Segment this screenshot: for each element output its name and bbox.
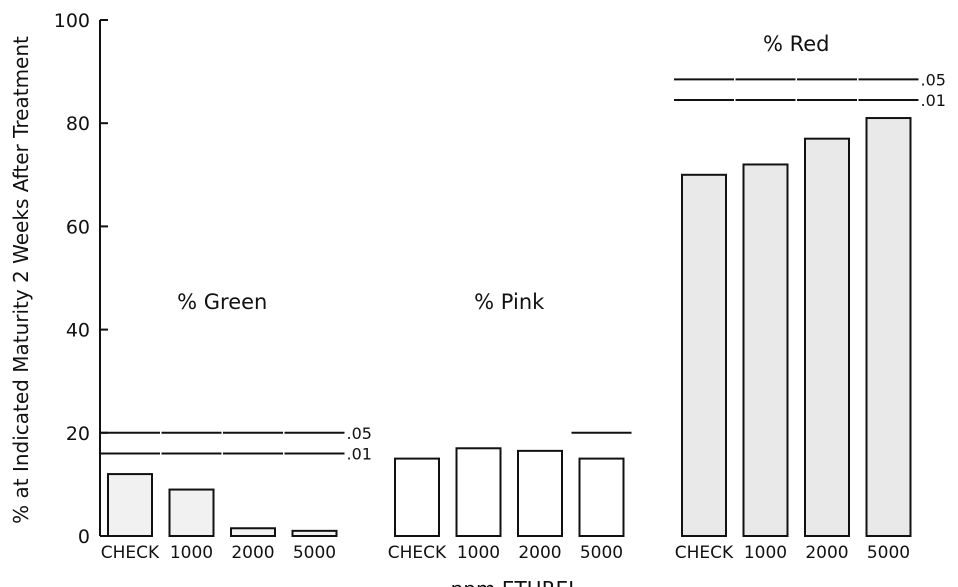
group-title: % Green xyxy=(177,290,267,314)
x-tick-label: 2000 xyxy=(518,543,561,563)
bar xyxy=(291,529,338,538)
significance-label: .01 xyxy=(921,91,946,110)
y-tick-label: 0 xyxy=(78,526,90,548)
bar xyxy=(517,449,563,537)
significance-lines: .05.01.05.01 xyxy=(100,70,946,463)
x-tick-label: CHECK xyxy=(675,543,734,563)
significance-label: .05 xyxy=(921,70,946,89)
y-tick-label: 60 xyxy=(66,216,90,238)
x-tick-label: CHECK xyxy=(101,543,160,563)
bar xyxy=(230,527,276,538)
bar xyxy=(578,457,625,538)
y-axis-label: % at Indicated Maturity 2 Weeks After Tr… xyxy=(9,36,33,524)
bar-groups: CHECK 1000 2000 5000 % Green CHECK 1000 2000 500… xyxy=(101,32,912,563)
bar-group-pink: CHECK 1000 2000 5000 % Pink xyxy=(388,290,625,563)
bar xyxy=(455,447,502,537)
y-tick-label: 40 xyxy=(66,320,90,342)
x-tick-label: 5000 xyxy=(867,543,910,563)
bar xyxy=(168,488,215,537)
bar-group-red: CHECK 1000 2000 5000 % Red xyxy=(675,32,912,563)
y-axis-ticks: 0 20 40 60 80 100 xyxy=(54,10,108,548)
significance-label: .05 xyxy=(347,424,372,443)
group-title: % Red xyxy=(763,32,830,56)
bar-group-green: CHECK 1000 2000 5000 % Green xyxy=(101,290,338,563)
group-title: % Pink xyxy=(474,290,545,314)
y-tick-label: 20 xyxy=(66,423,90,445)
bar xyxy=(681,173,727,538)
x-tick-label: 5000 xyxy=(293,543,336,563)
bar xyxy=(394,457,440,538)
x-tick-label: 5000 xyxy=(580,543,623,563)
x-tick-label: 2000 xyxy=(231,543,274,563)
x-axis-label: ppm ETHREL xyxy=(451,577,581,587)
bar xyxy=(107,473,153,537)
x-tick-label: 1000 xyxy=(170,543,213,563)
x-tick-label: CHECK xyxy=(388,543,447,563)
y-tick-label: 80 xyxy=(66,113,90,135)
significance-label: .01 xyxy=(347,444,372,463)
bar xyxy=(742,163,789,537)
y-tick-label: 100 xyxy=(54,10,90,32)
bar xyxy=(865,117,912,537)
bar xyxy=(804,137,850,537)
x-tick-label: 1000 xyxy=(744,543,787,563)
x-tick-label: 1000 xyxy=(457,543,500,563)
x-tick-label: 2000 xyxy=(805,543,848,563)
